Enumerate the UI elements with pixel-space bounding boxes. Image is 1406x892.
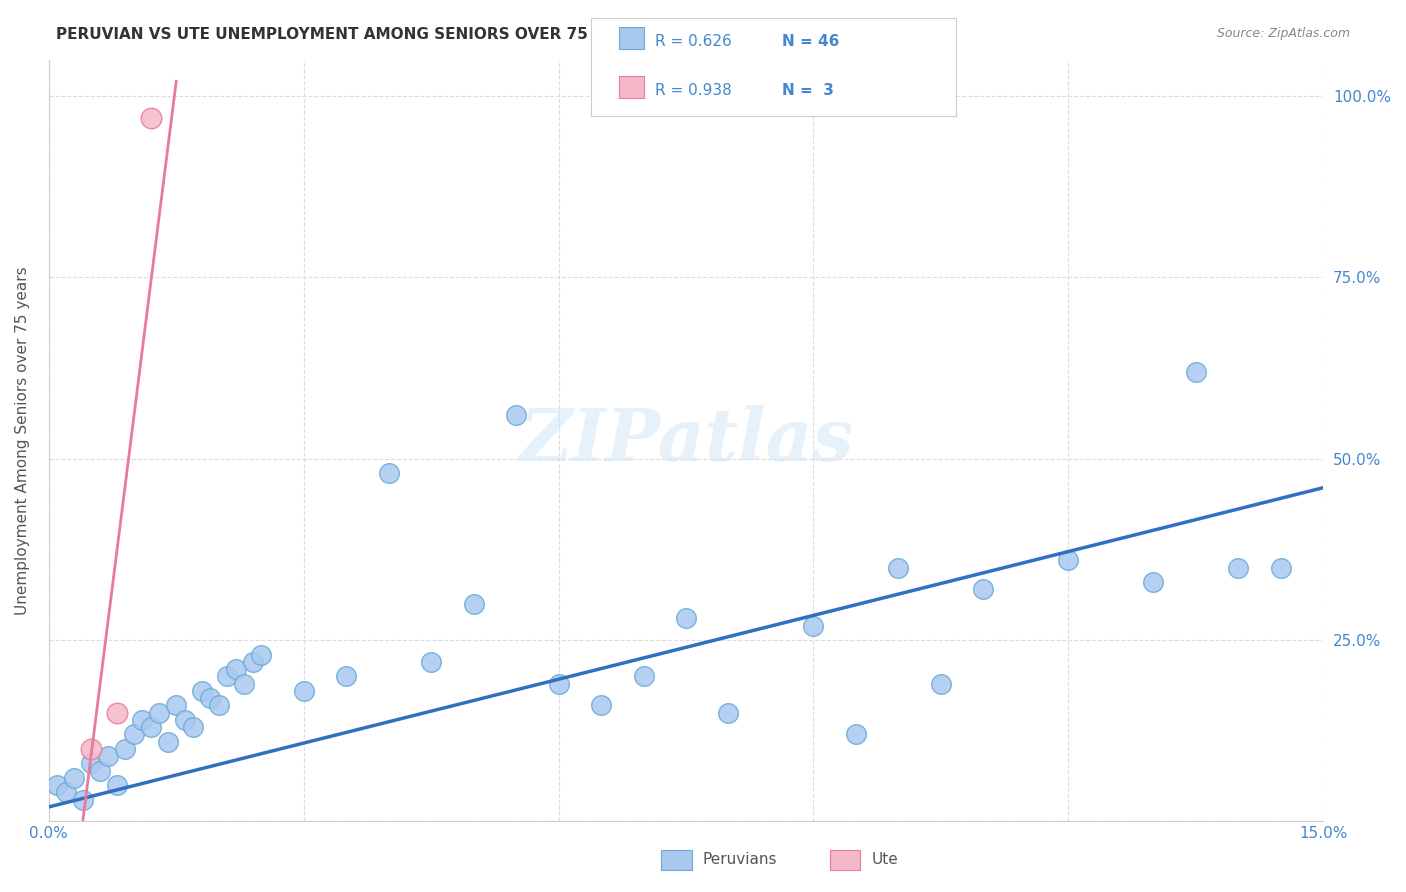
Point <box>148 706 170 720</box>
Point <box>208 698 231 713</box>
Point <box>1270 560 1292 574</box>
Point <box>80 742 103 756</box>
Point <box>72 793 94 807</box>
Point <box>131 713 153 727</box>
Text: PERUVIAN VS UTE UNEMPLOYMENT AMONG SENIORS OVER 75 YEARS CORRELATION CHART: PERUVIAN VS UTE UNEMPLOYMENT AMONG SENIO… <box>56 27 837 42</box>
Text: Peruvians: Peruvians <box>703 853 778 867</box>
Point <box>377 466 399 480</box>
Point <box>225 662 247 676</box>
Point <box>55 785 77 799</box>
Text: Ute: Ute <box>872 853 898 867</box>
Point <box>173 713 195 727</box>
Point <box>1142 574 1164 589</box>
Text: N = 46: N = 46 <box>782 35 839 49</box>
Point <box>845 727 868 741</box>
Point <box>547 676 569 690</box>
Point <box>89 764 111 778</box>
Point <box>463 597 485 611</box>
Text: R = 0.626: R = 0.626 <box>655 35 733 49</box>
Point <box>335 669 357 683</box>
Y-axis label: Unemployment Among Seniors over 75 years: Unemployment Among Seniors over 75 years <box>15 266 30 615</box>
Point <box>250 648 273 662</box>
Point <box>217 669 239 683</box>
Point <box>972 582 994 597</box>
Point <box>233 676 256 690</box>
Point <box>114 742 136 756</box>
Point <box>803 618 825 632</box>
Point <box>105 706 128 720</box>
Point <box>505 408 527 422</box>
Point <box>887 560 910 574</box>
Point <box>589 698 612 713</box>
Point <box>292 684 315 698</box>
Point <box>242 655 264 669</box>
Point <box>929 676 952 690</box>
Text: Source: ZipAtlas.com: Source: ZipAtlas.com <box>1216 27 1350 40</box>
Point <box>80 756 103 771</box>
Point <box>165 698 187 713</box>
Point <box>1227 560 1250 574</box>
Point <box>181 720 204 734</box>
Point <box>97 749 120 764</box>
Point <box>717 706 740 720</box>
Point <box>198 691 221 706</box>
Point <box>105 778 128 792</box>
Point <box>139 720 162 734</box>
Point <box>420 655 443 669</box>
Point <box>1185 365 1208 379</box>
Point <box>675 611 697 625</box>
Text: ZIPatlas: ZIPatlas <box>519 405 853 476</box>
Point <box>63 771 86 785</box>
Point <box>633 669 655 683</box>
Point <box>1057 553 1080 567</box>
Point <box>122 727 145 741</box>
Point <box>46 778 69 792</box>
Text: N =  3: N = 3 <box>782 84 834 98</box>
Point <box>139 111 162 125</box>
Text: R = 0.938: R = 0.938 <box>655 84 733 98</box>
Point <box>190 684 212 698</box>
Point <box>156 734 179 748</box>
